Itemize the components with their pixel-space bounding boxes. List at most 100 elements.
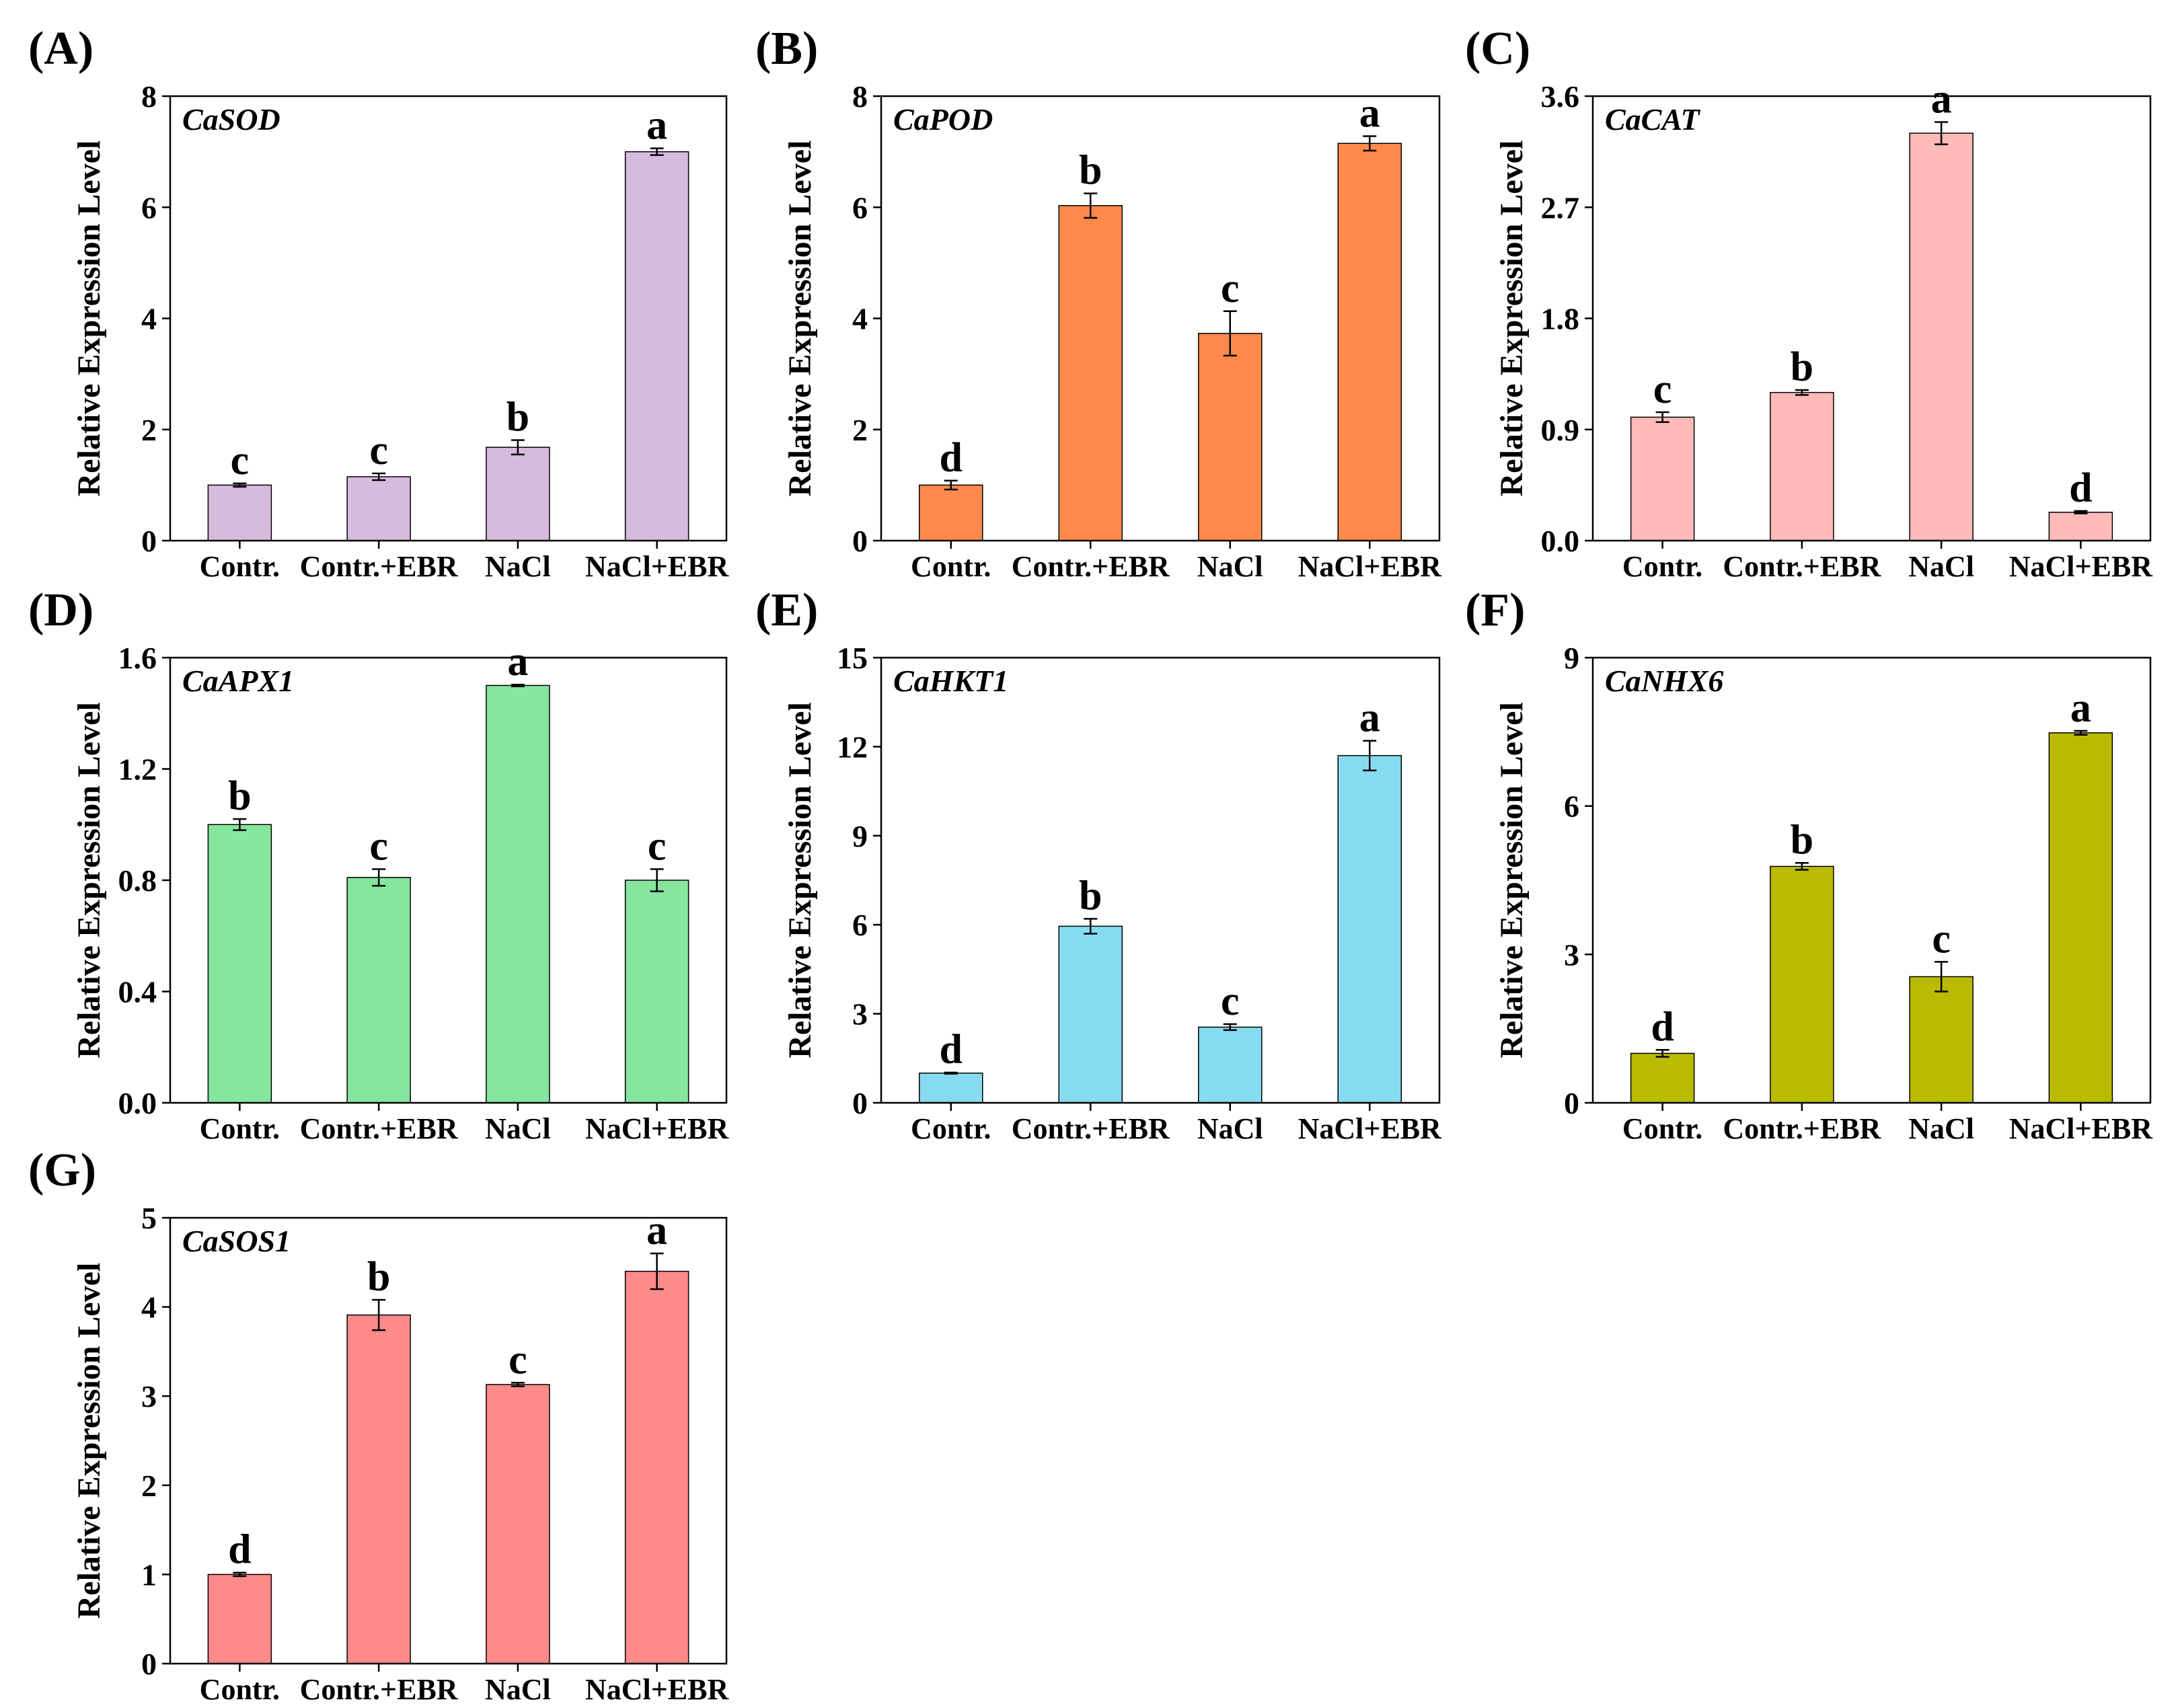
y-tick-label: 2.7 bbox=[1541, 190, 1580, 225]
error-bar bbox=[650, 868, 664, 892]
error-bar bbox=[1795, 862, 1809, 871]
panel-letter: (B) bbox=[755, 23, 818, 75]
significance-letter: c bbox=[231, 438, 250, 483]
bar bbox=[346, 476, 411, 541]
bar bbox=[1909, 132, 1974, 541]
gene-name: CaNHX6 bbox=[1605, 664, 1723, 698]
panel-cacat: (C) c Contr. b Contr.+EBR a NaCl d NaCl+EBR 0.0 0.… bbox=[1465, 23, 2153, 583]
bar bbox=[624, 1270, 689, 1664]
plot-frame bbox=[880, 656, 1441, 1104]
bar bbox=[486, 1384, 550, 1664]
x-tick-label: Contr.+EBR bbox=[300, 550, 459, 583]
x-tick-label: NaCl+EBR bbox=[585, 1673, 730, 1706]
x-tick-label: Contr.+EBR bbox=[1012, 1112, 1170, 1145]
bar bbox=[919, 484, 983, 541]
panel-canhx6: (F) d Contr. b Contr.+EBR c NaCl a NaCl+EBR 0 3 6 9C… bbox=[1465, 584, 2153, 1145]
y-tick-label: 6 bbox=[141, 190, 157, 225]
significance-letter: b bbox=[228, 773, 251, 819]
significance-letter: c bbox=[1221, 978, 1240, 1024]
significance-letter: a bbox=[1359, 695, 1380, 741]
x-tick-label: Contr. bbox=[200, 1112, 280, 1145]
y-axis-label: Relative Expression Level bbox=[71, 702, 107, 1058]
x-tick-label: Contr.+EBR bbox=[1012, 550, 1170, 583]
y-tick-label: 0.9 bbox=[1541, 413, 1580, 447]
y-tick-label: 12 bbox=[837, 730, 868, 764]
y-tick-label: 0.4 bbox=[118, 975, 157, 1009]
error-bar bbox=[944, 479, 958, 491]
significance-letter: a bbox=[1359, 90, 1380, 136]
error-bar bbox=[233, 482, 247, 488]
error-bar bbox=[1223, 310, 1237, 357]
gene-name: CaSOD bbox=[182, 102, 280, 137]
error-bar bbox=[1363, 135, 1377, 152]
error-bar bbox=[1655, 411, 1669, 423]
y-axis-label: Relative Expression Level bbox=[782, 702, 818, 1058]
bar bbox=[1630, 1052, 1695, 1103]
y-tick-label: 1.2 bbox=[118, 752, 157, 787]
error-bar bbox=[511, 439, 525, 456]
error-bar bbox=[650, 147, 664, 156]
significance-letter: b bbox=[1791, 344, 1813, 390]
y-tick-label: 6 bbox=[852, 190, 868, 225]
y-tick-label: 5 bbox=[141, 1201, 157, 1235]
error-bar bbox=[1655, 1049, 1669, 1058]
panel-letter: (G) bbox=[28, 1144, 96, 1196]
bar bbox=[1337, 143, 1402, 541]
y-tick-label: 1.6 bbox=[118, 641, 157, 675]
error-bar bbox=[233, 818, 247, 831]
x-tick-label: Contr.+EBR bbox=[300, 1112, 459, 1145]
plot-frame bbox=[1591, 656, 2152, 1104]
significance-letter: a bbox=[646, 1208, 667, 1253]
significance-letter: c bbox=[1221, 266, 1240, 311]
gene-name: CaAPX1 bbox=[182, 664, 294, 698]
panel-letter: (C) bbox=[1465, 23, 1530, 75]
error-bar bbox=[2074, 510, 2088, 514]
gene-name: CaHKT1 bbox=[893, 664, 1008, 698]
significance-letter: c bbox=[369, 823, 388, 869]
error-bar bbox=[372, 472, 386, 481]
significance-letter: a bbox=[646, 103, 667, 149]
bar bbox=[207, 824, 272, 1103]
error-bar bbox=[1084, 192, 1098, 219]
y-tick-label: 6 bbox=[852, 908, 868, 942]
x-tick-label: Contr. bbox=[200, 1673, 280, 1706]
bar bbox=[207, 1574, 272, 1664]
significance-letter: d bbox=[2069, 465, 2092, 511]
x-tick-label: NaCl bbox=[1908, 550, 1974, 583]
significance-letter: b bbox=[1791, 817, 1813, 863]
y-tick-label: 3 bbox=[852, 997, 868, 1032]
x-tick-label: NaCl+EBR bbox=[585, 1112, 730, 1145]
panel-casod: (A) c Contr. c Contr.+EBR b NaCl a NaCl+EBR 0 2 4 6 8… bbox=[28, 23, 730, 583]
bar bbox=[346, 1314, 411, 1664]
bar bbox=[1337, 754, 1402, 1103]
error-bar bbox=[511, 683, 525, 687]
y-tick-label: 15 bbox=[837, 641, 868, 675]
panel-cahkt1: (E) d Contr. b Contr.+EBR c NaCl a NaCl+EBR 0 3 6 9 1… bbox=[755, 584, 1442, 1145]
significance-letter: d bbox=[940, 1027, 963, 1073]
x-tick-label: Contr. bbox=[911, 1112, 991, 1145]
error-bar bbox=[372, 1298, 386, 1331]
y-axis-label: Relative Expression Level bbox=[1494, 702, 1530, 1058]
bar bbox=[486, 685, 550, 1103]
y-tick-label: 0 bbox=[1564, 1086, 1579, 1120]
x-tick-label: NaCl bbox=[1197, 1112, 1263, 1145]
panel-casos1: (G) d Contr. b Contr.+EBR c NaCl a NaCl+EBR 0 1 2 3 4… bbox=[28, 1144, 730, 1706]
x-tick-label: NaCl bbox=[1197, 550, 1263, 583]
y-tick-label: 1.8 bbox=[1541, 302, 1580, 336]
significance-letter: d bbox=[228, 1527, 251, 1573]
bar bbox=[1909, 976, 1974, 1103]
y-tick-label: 3 bbox=[1564, 937, 1579, 972]
panel-letter: (E) bbox=[755, 584, 818, 636]
y-tick-label: 2 bbox=[141, 413, 157, 447]
y-tick-label: 0.0 bbox=[1541, 524, 1580, 558]
y-tick-label: 9 bbox=[1564, 641, 1579, 675]
significance-letter: a bbox=[2070, 685, 2091, 731]
bar bbox=[624, 151, 689, 541]
gene-name: CaSOS1 bbox=[182, 1224, 291, 1258]
significance-letter: c bbox=[1932, 916, 1951, 962]
y-tick-label: 9 bbox=[852, 819, 868, 853]
x-tick-label: Contr.+EBR bbox=[300, 1673, 459, 1706]
x-tick-label: NaCl bbox=[485, 550, 551, 583]
bar bbox=[1058, 925, 1123, 1103]
error-bar bbox=[2074, 730, 2088, 736]
